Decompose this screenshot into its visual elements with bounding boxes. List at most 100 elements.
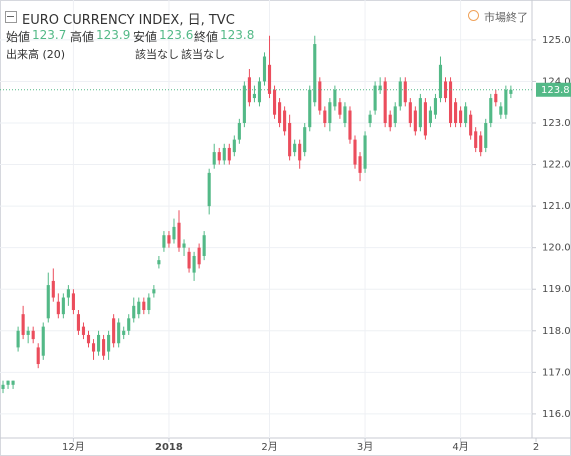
candle-body <box>36 347 40 365</box>
candle-body <box>11 380 15 385</box>
candle-body <box>31 330 35 340</box>
candle-body <box>81 326 86 335</box>
y-tick-label: 124.0 <box>542 76 571 87</box>
candle-body <box>504 89 508 115</box>
y-tick-label: 120.0 <box>542 243 571 254</box>
candle-body <box>459 110 463 124</box>
candle-body <box>192 255 196 273</box>
candle-body <box>373 85 377 111</box>
candle-body <box>207 172 211 207</box>
candle-body <box>137 301 141 315</box>
candle-body <box>76 314 81 331</box>
candle-body <box>328 102 332 124</box>
candle-body <box>418 98 422 128</box>
candle-body <box>272 89 277 115</box>
candle-body <box>288 123 292 157</box>
candle-body <box>41 326 45 356</box>
candle-body <box>172 226 176 240</box>
candle-body <box>378 85 382 90</box>
candle-body <box>66 289 70 298</box>
y-tick-label: 122.0 <box>542 160 571 171</box>
candle-body <box>122 330 126 335</box>
candle-body <box>112 318 116 344</box>
candle-body <box>283 110 287 132</box>
candle-body <box>363 135 367 169</box>
candle-body <box>242 85 246 124</box>
candle-body <box>303 127 307 153</box>
candle-body <box>267 64 272 94</box>
candle-body <box>167 235 171 244</box>
candle-body <box>182 243 186 248</box>
candle-body <box>298 143 302 161</box>
candle-body <box>157 260 161 265</box>
candle-body <box>71 293 75 311</box>
candle-body <box>107 334 111 352</box>
candle-body <box>353 139 357 165</box>
candle-body <box>16 330 20 348</box>
candle-body <box>484 123 488 148</box>
candle-body <box>323 110 327 124</box>
candle-body <box>454 102 458 124</box>
candle-body <box>338 102 342 115</box>
candle-body <box>398 81 402 107</box>
candle-body <box>358 156 362 173</box>
candle-body <box>443 81 448 99</box>
candle-body <box>212 152 216 165</box>
candle-body <box>152 289 156 294</box>
candle-body <box>368 114 372 124</box>
candle-body <box>343 106 347 124</box>
candle-body <box>222 147 226 161</box>
last-price-label: 123.8 <box>541 85 570 96</box>
y-tick-label: 121.0 <box>542 201 571 212</box>
candle-body <box>509 89 513 94</box>
candle-body <box>413 110 417 132</box>
candle-body <box>433 98 438 115</box>
candle-body <box>479 135 483 153</box>
last-price-tag <box>536 82 571 97</box>
candle-body <box>252 93 256 99</box>
candle-body <box>227 147 231 161</box>
candle-body <box>494 93 498 103</box>
candle-body <box>448 81 453 124</box>
candle-body <box>237 123 241 140</box>
candle-body <box>26 330 30 335</box>
candle-body <box>408 102 412 124</box>
candle-body <box>262 56 267 82</box>
candle-body <box>197 247 201 265</box>
candle-body <box>177 222 181 248</box>
candle-body <box>308 89 312 128</box>
candle-body <box>46 285 50 319</box>
candle-body <box>142 301 146 311</box>
candle-body <box>318 81 322 111</box>
candle-body <box>162 235 166 248</box>
candle-body <box>102 339 106 356</box>
candle-body <box>202 235 206 256</box>
candle-body <box>86 334 91 344</box>
candle-body <box>147 297 151 311</box>
candle-body <box>232 139 236 153</box>
candle-body <box>117 322 121 344</box>
candle-body <box>96 334 101 352</box>
x-tick-label: 2月 <box>261 441 277 453</box>
candle-body <box>428 110 432 124</box>
candle-body <box>51 280 55 298</box>
candle-body <box>56 301 60 315</box>
candle-body <box>393 106 397 124</box>
candle-body <box>469 114 473 136</box>
candle-body <box>278 102 282 124</box>
candle-body <box>489 98 493 124</box>
x-tick-label: 2018 <box>155 442 183 453</box>
candle-body <box>313 44 317 103</box>
candle-body <box>403 81 407 103</box>
candle-body <box>438 64 443 99</box>
candle-body <box>1 384 5 389</box>
candle-body <box>127 318 131 331</box>
y-tick-label: 125.0 <box>542 35 571 46</box>
candle-body <box>423 102 427 136</box>
y-tick-label: 119.0 <box>542 284 571 295</box>
candle-body <box>388 114 392 128</box>
candle-body <box>6 380 10 385</box>
